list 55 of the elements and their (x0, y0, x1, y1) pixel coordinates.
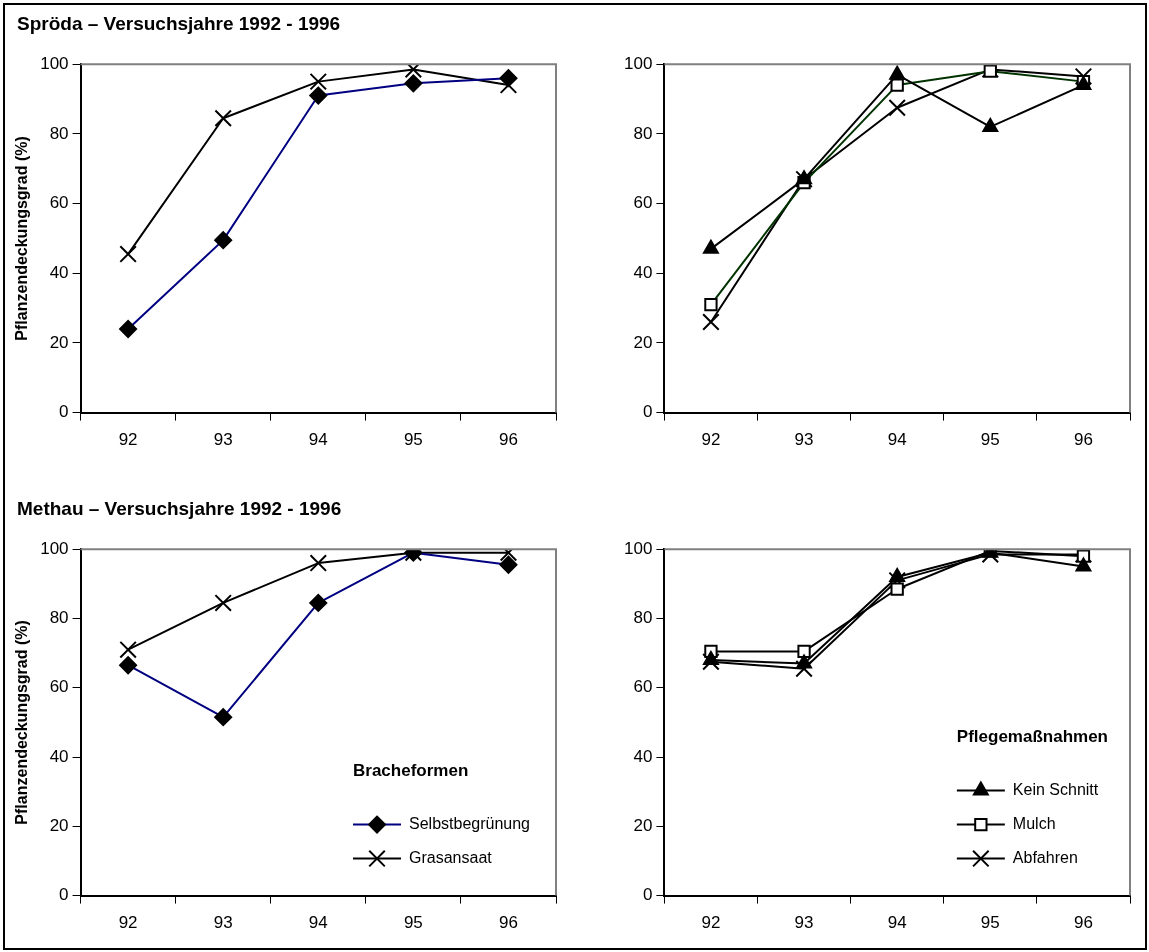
y-tick-label: 60 (49, 193, 69, 213)
y-tick-label: 80 (49, 123, 69, 143)
y-axis-title: Pflanzendeckungsgrad (%) (13, 136, 31, 341)
x-tick-label: 92 (701, 430, 721, 450)
chart-title: Methau – Versuchsjahre 1992 - 1996 (17, 498, 342, 520)
x-tick-label: 92 (118, 430, 138, 450)
y-tick-label: 40 (633, 262, 653, 282)
x-tick-label: 95 (980, 430, 1000, 450)
x-tick-label: 94 (308, 430, 328, 450)
y-tick-label: 60 (633, 193, 653, 213)
x-tick-label: 92 (118, 913, 138, 933)
x-tick-label: 96 (499, 430, 518, 450)
y-tick-label: 0 (642, 885, 653, 905)
y-tick-label: 20 (49, 816, 69, 836)
y-tick-label: 20 (633, 816, 653, 836)
y-tick-label: 100 (40, 53, 69, 73)
y-tick-label: 20 (633, 332, 653, 352)
x-tick-label: 93 (794, 430, 814, 450)
y-tick-label: 0 (59, 402, 69, 422)
x-tick-label: 93 (213, 430, 233, 450)
x-tick-label: 93 (794, 913, 814, 933)
x-tick-label: 93 (213, 913, 233, 933)
x-tick-label: 94 (887, 430, 907, 450)
x-tick-label: 96 (1073, 913, 1093, 933)
legend-label: Kein Schnitt (1012, 781, 1099, 799)
x-tick-label: 95 (403, 913, 423, 933)
y-tick-label: 20 (49, 332, 69, 352)
legend-title: Bracheformen (353, 761, 469, 781)
x-tick-label: 96 (499, 913, 518, 933)
y-tick-label: 0 (59, 885, 69, 905)
x-tick-label: 95 (403, 430, 423, 450)
y-tick-label: 100 (623, 538, 653, 558)
legend-label: Selbstbegrünung (409, 815, 530, 833)
legend-label: Grasansaat (409, 849, 493, 867)
chart-title: Spröda – Versuchsjahre 1992 - 1996 (17, 13, 341, 35)
y-tick-label: 0 (642, 402, 653, 422)
x-tick-label: 92 (701, 913, 721, 933)
y-tick-label: 80 (49, 608, 69, 628)
x-tick-label: 96 (1073, 430, 1093, 450)
y-tick-label: 80 (633, 608, 653, 628)
y-tick-label: 40 (49, 746, 69, 766)
y-tick-label: 40 (49, 262, 69, 282)
y-tick-label: 100 (40, 538, 69, 558)
legend-title: Pflegemaßnahmen (956, 727, 1109, 747)
y-axis-title: Pflanzendeckungsgrad (%) (13, 620, 31, 825)
y-tick-label: 60 (633, 677, 653, 697)
legend-label: Abfahren (1012, 849, 1078, 867)
y-tick-label: 40 (633, 746, 653, 766)
x-tick-label: 94 (887, 913, 907, 933)
y-tick-label: 60 (49, 677, 69, 697)
y-tick-label: 100 (623, 53, 653, 73)
x-tick-label: 94 (308, 913, 328, 933)
y-tick-label: 80 (633, 123, 653, 143)
legend-label: Mulch (1012, 815, 1056, 833)
x-tick-label: 95 (980, 913, 1000, 933)
